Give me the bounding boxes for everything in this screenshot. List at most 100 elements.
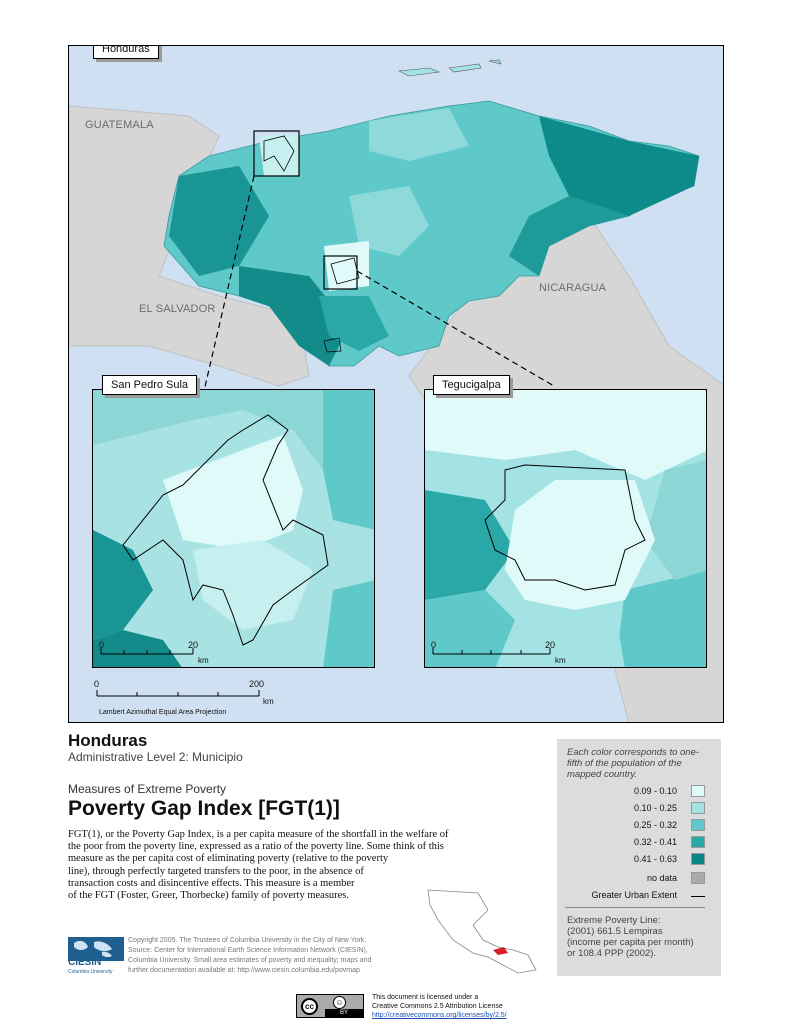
legend-class-label: 0.10 - 0.25 — [633, 803, 677, 813]
inset-teg-canvas — [425, 390, 706, 667]
ciesin-logo — [68, 937, 124, 961]
series-title: Measures of Extreme Poverty — [68, 782, 227, 796]
poverty-line-text: Extreme Poverty Line: — [567, 915, 661, 926]
inset-tegucigalpa: 0 20 km — [424, 389, 707, 668]
admin-level: Administrative Level 2: Municipio — [68, 750, 243, 764]
license-text: This document is licensed under a Creati… — [372, 993, 507, 1020]
copyright-block: Copyright 2005. The Trustees of Columbia… — [128, 936, 371, 976]
description: FGT(1), or the Poverty Gap Index, is a p… — [68, 829, 553, 902]
legend-class-swatch — [691, 802, 705, 814]
legend-class-swatch — [691, 819, 705, 831]
urban-extent-sps — [263, 135, 295, 172]
region-dark-northeast — [509, 196, 629, 276]
copyright-line: further documentation available at: http… — [128, 967, 360, 974]
region-dark-west — [169, 166, 269, 276]
urban-extent-outline — [484, 464, 646, 591]
main-map: Honduras GUATEMALA EL SALVADOR NICARAGUA… — [68, 45, 724, 723]
poverty-line-text: or 108.4 PPP (2002). — [567, 948, 657, 959]
legend-panel: Each color corresponds to one- fifth of … — [557, 739, 721, 976]
legend-class-swatch — [691, 785, 705, 797]
urban-extent-choluteca — [323, 337, 342, 353]
scale-zero: 0 — [94, 679, 100, 689]
bay-islands — [397, 59, 502, 77]
license-line: Creative Commons 2.5 Attribution License — [372, 1003, 503, 1010]
description-line: transaction costs and disincentive effec… — [68, 877, 355, 889]
poverty-line-text: (2001) 661.5 Lempiras — [567, 926, 663, 937]
ciesin-logo-text: CIESIN — [68, 957, 102, 968]
region-lightest-tegucigalpa — [324, 241, 369, 291]
inset-sps-scale-max: 20 — [188, 640, 199, 650]
region-mid-south — [319, 296, 389, 351]
ciesin-logo-sub: Columbia University — [68, 969, 113, 975]
legend-class: 0.32 - 0.41 — [567, 836, 707, 850]
legend-class: 0.10 - 0.25 — [567, 802, 707, 816]
scale-unit: km — [263, 697, 274, 706]
copyright-line: Source: Center for International Earth S… — [128, 947, 368, 954]
description-line: line), through perfectly targeted transf… — [68, 865, 364, 877]
poverty-line: Extreme Poverty Line: (2001) 661.5 Lempi… — [567, 915, 694, 959]
leader-tegucigalpa — [356, 270, 555, 387]
legend-class: 0.41 - 0.63 — [567, 853, 707, 867]
label-guatemala: GUATEMALA — [85, 119, 154, 131]
legend-class-label: 0.32 - 0.41 — [633, 837, 677, 847]
inset-teg-scale-max: 20 — [545, 640, 556, 650]
label-el-salvador: EL SALVADOR — [139, 303, 216, 315]
copyright-line: Columbia University. Small area estimate… — [128, 957, 372, 964]
region-light-center — [349, 186, 429, 256]
legend-class-swatch — [691, 853, 705, 865]
legend-class: 0.25 - 0.32 — [567, 819, 707, 833]
legend-no-data-label: no data — [646, 873, 677, 883]
legend-divider — [565, 907, 705, 908]
license-line: This document is licensed under a — [372, 994, 479, 1001]
cc-badge[interactable]: cc ☺ BY — [296, 994, 364, 1018]
leader-sps — [203, 175, 255, 392]
description-line: measure as the per capita cost of elimin… — [68, 853, 389, 865]
copyright-line: Copyright 2005. The Trustees of Columbia… — [128, 937, 367, 944]
description-line: the poor from the poverty line, expresse… — [68, 841, 444, 853]
inset-sps-scale-unit: km — [198, 656, 209, 665]
region-light-north — [369, 108, 469, 161]
region-light-sps — [259, 134, 299, 176]
legend-class-label: 0.09 - 0.10 — [633, 786, 677, 796]
legend-no-data-swatch — [691, 872, 705, 884]
urban-extent-outline — [122, 414, 329, 646]
legend-note-line: mapped country. — [567, 769, 638, 780]
legend-note: Each color corresponds to one- fifth of … — [567, 747, 699, 780]
inset-sps-scale-zero: 0 — [99, 640, 105, 650]
region-dark-south — [239, 266, 349, 366]
legend-urban-label: Greater Urban Extent — [591, 890, 677, 900]
license-link[interactable]: http://creativecommons.org/licenses/by/2… — [372, 1012, 507, 1019]
description-line: of the FGT (Foster, Greer, Thorbecke) fa… — [68, 890, 350, 902]
inset-sps-canvas — [93, 390, 374, 667]
inset-teg-scale-zero: 0 — [431, 640, 437, 650]
legend-no-data: no data — [567, 872, 707, 886]
poverty-line-text: (income per capita per month) — [567, 937, 694, 948]
projection-note: Lambert Azimuthal Equal Area Projection — [99, 709, 227, 716]
legend-class-swatch — [691, 836, 705, 848]
label-nicaragua: NICARAGUA — [539, 282, 607, 294]
legend-class-label: 0.25 - 0.32 — [633, 820, 677, 830]
legend-note-line: fifth of the population of the — [567, 758, 682, 769]
legend-urban: Greater Urban Extent — [567, 889, 707, 903]
legend-urban-line — [691, 896, 705, 897]
country-title: Honduras — [68, 731, 148, 750]
cc-icon: cc — [301, 998, 318, 1015]
inset-teg-scale-unit: km — [555, 656, 566, 665]
legend-class: 0.09 - 0.10 — [567, 785, 707, 799]
locator-map — [427, 889, 537, 974]
main-map-label: Honduras — [93, 46, 159, 59]
attribution-person-icon: ☺ — [333, 996, 346, 1009]
legend-note-line: Each color corresponds to one- — [567, 747, 700, 758]
locator-tegucigalpa — [323, 255, 358, 290]
inset-teg-label: Tegucigalpa — [433, 375, 510, 395]
main-title: Poverty Gap Index [FGT(1)] — [68, 797, 340, 820]
inset-san-pedro-sula: 0 20 km — [92, 389, 375, 668]
legend-class-label: 0.41 - 0.63 — [633, 854, 677, 864]
urban-extent-tegucigalpa — [330, 257, 360, 285]
description-line: FGT(1), or the Poverty Gap Index, is a p… — [68, 829, 449, 840]
cc-by-label: BY — [325, 1009, 363, 1017]
inset-sps-label: San Pedro Sula — [102, 375, 198, 395]
scale-max: 200 — [249, 679, 265, 689]
locator-sps — [253, 130, 300, 177]
region-dark-east — [539, 116, 699, 216]
